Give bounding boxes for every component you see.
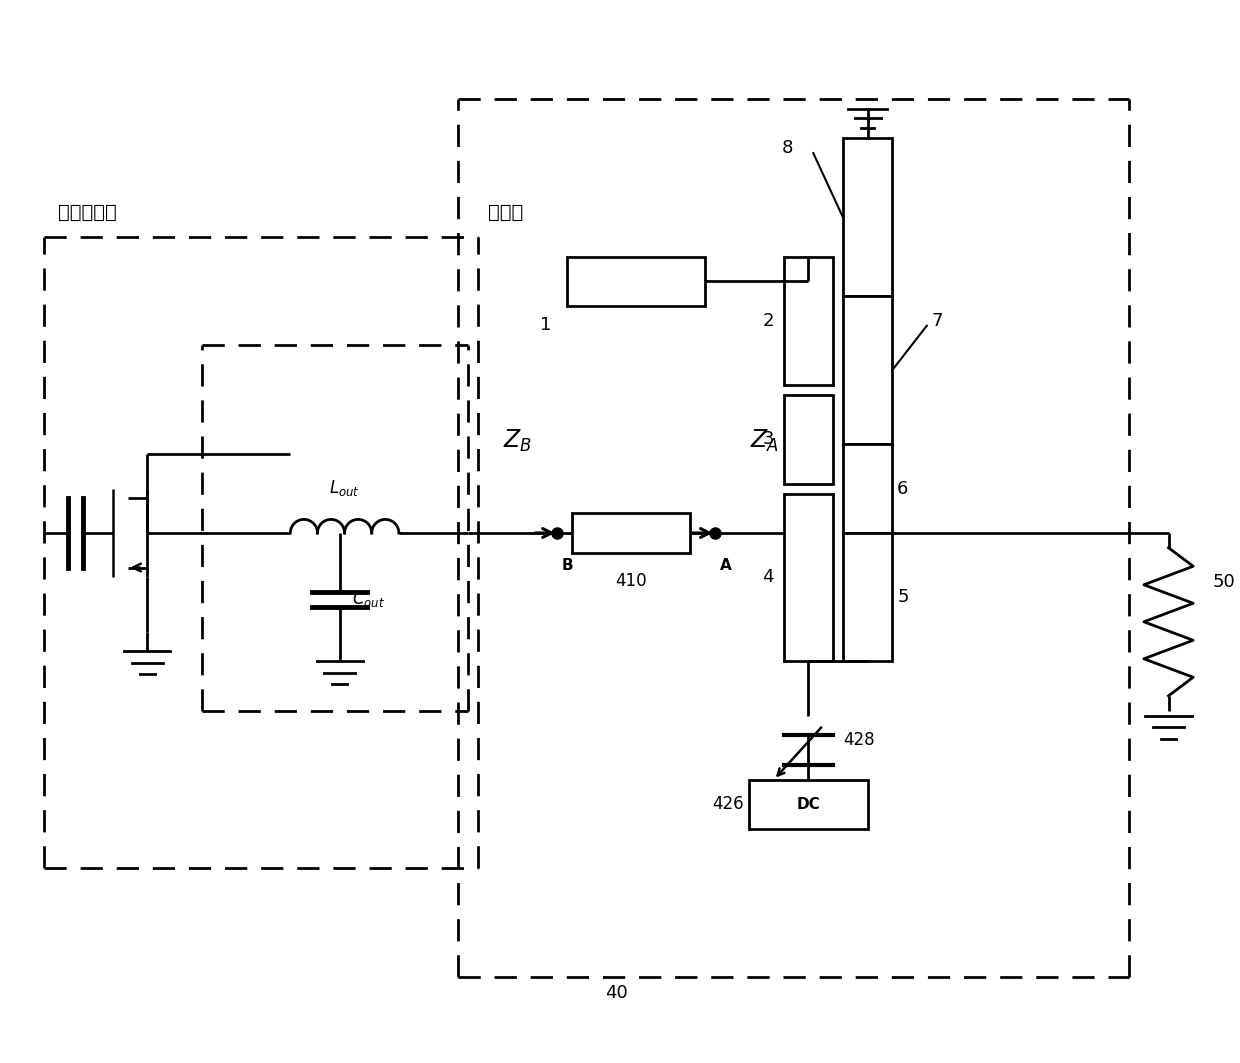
- Text: 8: 8: [782, 139, 794, 157]
- Text: 7: 7: [931, 311, 944, 330]
- Bar: [843, 533, 893, 661]
- Text: 428: 428: [843, 731, 874, 749]
- Text: 5: 5: [898, 588, 909, 606]
- Bar: [784, 394, 833, 484]
- Text: $Z_A$: $Z_A$: [749, 427, 779, 454]
- Text: $C_{out}$: $C_{out}$: [351, 589, 384, 609]
- Text: 1: 1: [541, 316, 552, 334]
- Text: 40: 40: [605, 983, 627, 1001]
- Text: A: A: [719, 558, 732, 573]
- Text: 封装面: 封装面: [487, 203, 523, 222]
- Bar: [749, 779, 868, 829]
- Text: B: B: [562, 558, 573, 573]
- Bar: [572, 513, 689, 553]
- Text: 4: 4: [763, 569, 774, 587]
- Text: DC: DC: [796, 797, 820, 812]
- Text: 426: 426: [713, 795, 744, 813]
- Text: 6: 6: [898, 479, 909, 497]
- Text: 3: 3: [763, 431, 774, 449]
- Text: 410: 410: [615, 573, 646, 590]
- Text: 50: 50: [1213, 573, 1236, 591]
- Bar: [567, 256, 704, 306]
- Text: $Z_B$: $Z_B$: [502, 427, 532, 454]
- Bar: [784, 493, 833, 661]
- Bar: [843, 444, 893, 533]
- Bar: [784, 256, 833, 385]
- Text: 电流产生面: 电流产生面: [58, 203, 118, 222]
- Bar: [843, 297, 893, 444]
- Text: 2: 2: [763, 311, 774, 330]
- Text: $L_{out}$: $L_{out}$: [330, 478, 360, 499]
- Bar: [843, 138, 893, 297]
